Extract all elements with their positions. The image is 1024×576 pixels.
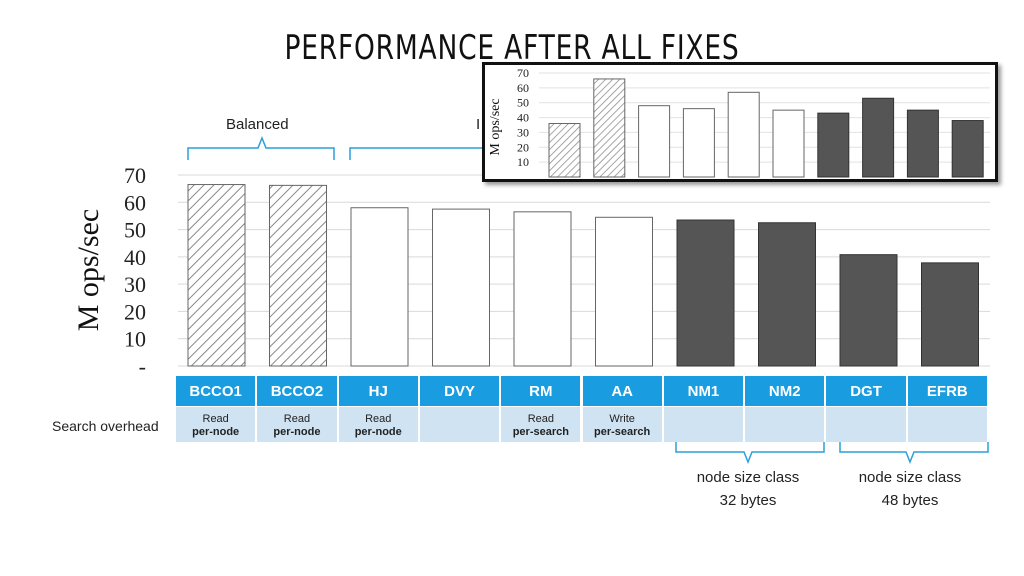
column-header-nm2: NM2	[745, 376, 827, 406]
unbalanced-label: I	[476, 116, 481, 133]
inset-bar	[548, 123, 581, 178]
overhead-cell-nm2	[745, 407, 827, 442]
size-class-48-line2: 48 bytes	[881, 492, 939, 509]
y-tick-label: 60	[124, 190, 146, 215]
size-class-32-note: node size class 32 bytes	[678, 466, 818, 512]
inset-y-tick-label: 70	[517, 66, 529, 80]
bar-bcco1	[187, 184, 246, 367]
inset-bar	[682, 108, 715, 178]
size-class-48-note: node size class 48 bytes	[840, 466, 980, 512]
overhead-op: Read	[365, 413, 392, 425]
size-class-32-line1: node size class	[696, 469, 800, 486]
search-overhead-label: Search overhead	[52, 418, 159, 434]
balanced-brace	[187, 135, 335, 160]
inset-y-tick-label: 30	[517, 125, 529, 139]
inset-y-tick-label: 10	[517, 155, 529, 169]
inset-bar	[593, 78, 626, 178]
size32-brace	[675, 440, 825, 465]
overhead-scope: per-node	[192, 426, 240, 438]
inset-bar	[727, 91, 760, 178]
overhead-cell-bcco2: Read per-node	[257, 407, 339, 442]
overhead-op: Read	[283, 413, 311, 425]
column-header-bcco1: BCCO1	[176, 376, 258, 406]
overhead-cell-aa: Write per-search	[582, 407, 664, 442]
inset-bar	[862, 97, 895, 178]
overhead-cell-rm: Read per-search	[501, 407, 583, 442]
inset-y-tick-label: 20	[517, 140, 529, 154]
column-header-bcco2: BCCO2	[257, 376, 339, 406]
column-header-aa: AA	[582, 376, 664, 406]
y-tick-label: 20	[124, 299, 146, 324]
column-header-nm1: NM1	[663, 376, 746, 406]
overhead-op: Write	[609, 413, 635, 425]
overhead-scope: per-node	[273, 426, 321, 438]
overhead-cell-efrb	[907, 407, 989, 442]
overhead-cell-dvy	[419, 407, 502, 442]
page-title: PERFORMANCE AFTER ALL FIXES	[284, 28, 740, 68]
bar-dvy	[432, 208, 490, 367]
inset-bar	[638, 105, 671, 178]
inset-y-axis-label: M ops/sec	[488, 98, 503, 155]
bar-rm	[513, 211, 572, 367]
bar-hj	[350, 207, 409, 367]
bar-nm1	[676, 219, 735, 367]
inset-y-tick-label: 50	[517, 96, 529, 110]
bar-nm2	[758, 222, 816, 367]
bar-aa	[595, 216, 653, 367]
overhead-scope: per-search	[594, 426, 651, 438]
inset-bar	[951, 120, 984, 178]
y-tick-label: 50	[124, 218, 146, 243]
inset-y-tick-label: 40	[517, 111, 529, 125]
overhead-op: Read	[202, 413, 229, 425]
column-header-rm: RM	[501, 376, 583, 406]
y-tick-label: 40	[124, 245, 146, 270]
overhead-cell-hj: Read per-node	[338, 407, 420, 442]
overhead-scope: per-node	[354, 426, 402, 438]
size-class-32-line2: 32 bytes	[719, 492, 777, 509]
bar-efrb	[921, 262, 979, 367]
inset-chart-frame: 10 20 30 40 50 60 70 M ops/sec	[482, 62, 998, 182]
bar-dgt	[839, 254, 898, 367]
column-header-dvy: DVY	[419, 376, 502, 406]
y-tick-label: 30	[124, 272, 146, 297]
balanced-label: Balanced	[226, 116, 289, 133]
column-header-hj: HJ	[338, 376, 420, 406]
overhead-op: Read	[527, 413, 554, 425]
y-tick-label: -	[139, 354, 146, 376]
bar-bcco2	[269, 184, 327, 367]
column-header-dgt: DGT	[826, 376, 908, 406]
size-class-48-line1: node size class	[858, 469, 962, 486]
unbalanced-brace	[349, 147, 484, 160]
y-axis-label: M ops/sec	[72, 209, 105, 332]
column-header-efrb: EFRB	[907, 376, 989, 406]
inset-bar	[906, 109, 939, 178]
y-tick-label: 70	[124, 163, 146, 188]
overhead-cell-bcco1: Read per-node	[176, 407, 258, 442]
overhead-scope: per-search	[512, 426, 569, 438]
overhead-cell-dgt	[826, 407, 908, 442]
overhead-cell-nm1	[663, 407, 746, 442]
size48-brace	[839, 440, 989, 465]
y-tick-label: 10	[124, 327, 146, 352]
inset-bar	[772, 109, 805, 178]
inset-y-tick-label: 60	[517, 81, 529, 95]
inset-bar	[817, 112, 850, 178]
